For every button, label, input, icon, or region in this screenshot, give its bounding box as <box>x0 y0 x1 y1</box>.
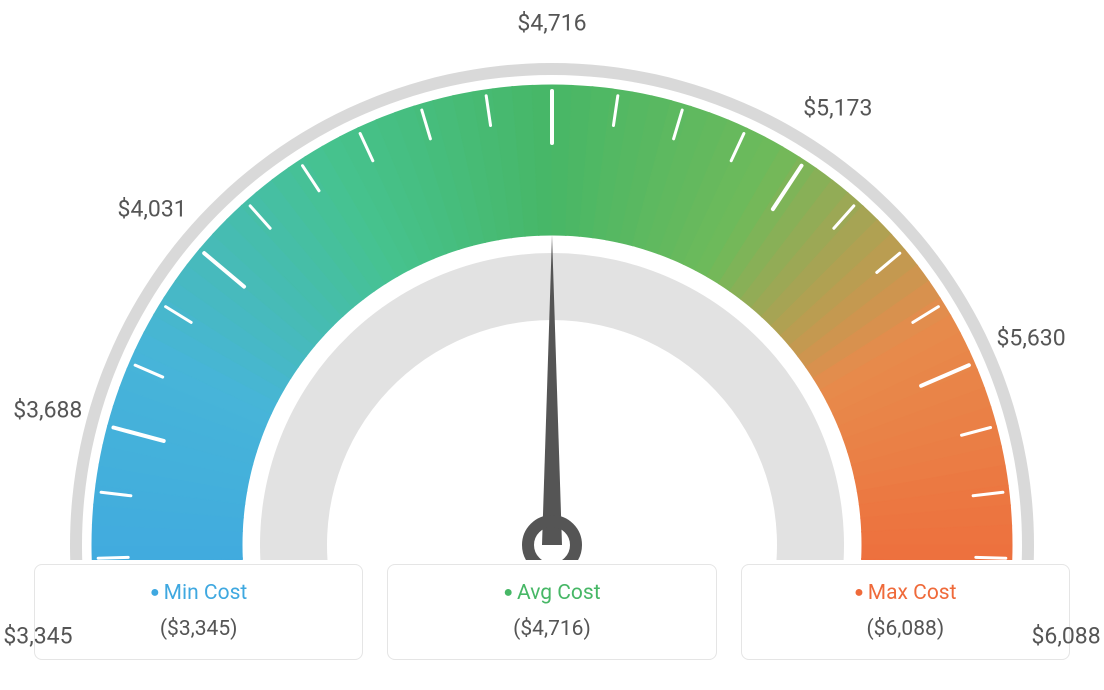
legend-value-avg: ($4,716) <box>398 617 705 641</box>
gauge-chart: $3,345$3,688$4,031$4,716$5,173$5,630$6,0… <box>0 0 1104 560</box>
legend-row: Min Cost ($3,345) Avg Cost ($4,716) Max … <box>0 564 1104 660</box>
gauge-tick-label: $3,688 <box>13 396 82 423</box>
legend-title-max: Max Cost <box>752 581 1059 605</box>
gauge-svg <box>0 0 1104 560</box>
gauge-tick-label: $5,173 <box>803 95 872 122</box>
legend-card-max: Max Cost ($6,088) <box>741 564 1070 660</box>
gauge-tick-label: $6,088 <box>1031 622 1100 649</box>
legend-card-min: Min Cost ($3,345) <box>34 564 363 660</box>
legend-value-max: ($6,088) <box>752 617 1059 641</box>
legend-title-avg: Avg Cost <box>398 581 705 605</box>
gauge-tick-label: $5,630 <box>996 324 1065 351</box>
legend-card-avg: Avg Cost ($4,716) <box>387 564 716 660</box>
gauge-tick-label: $4,031 <box>118 196 187 223</box>
legend-title-min: Min Cost <box>45 581 352 605</box>
gauge-tick-label: $4,716 <box>517 10 586 37</box>
legend-value-min: ($3,345) <box>45 617 352 641</box>
gauge-tick-label: $3,345 <box>3 622 72 649</box>
